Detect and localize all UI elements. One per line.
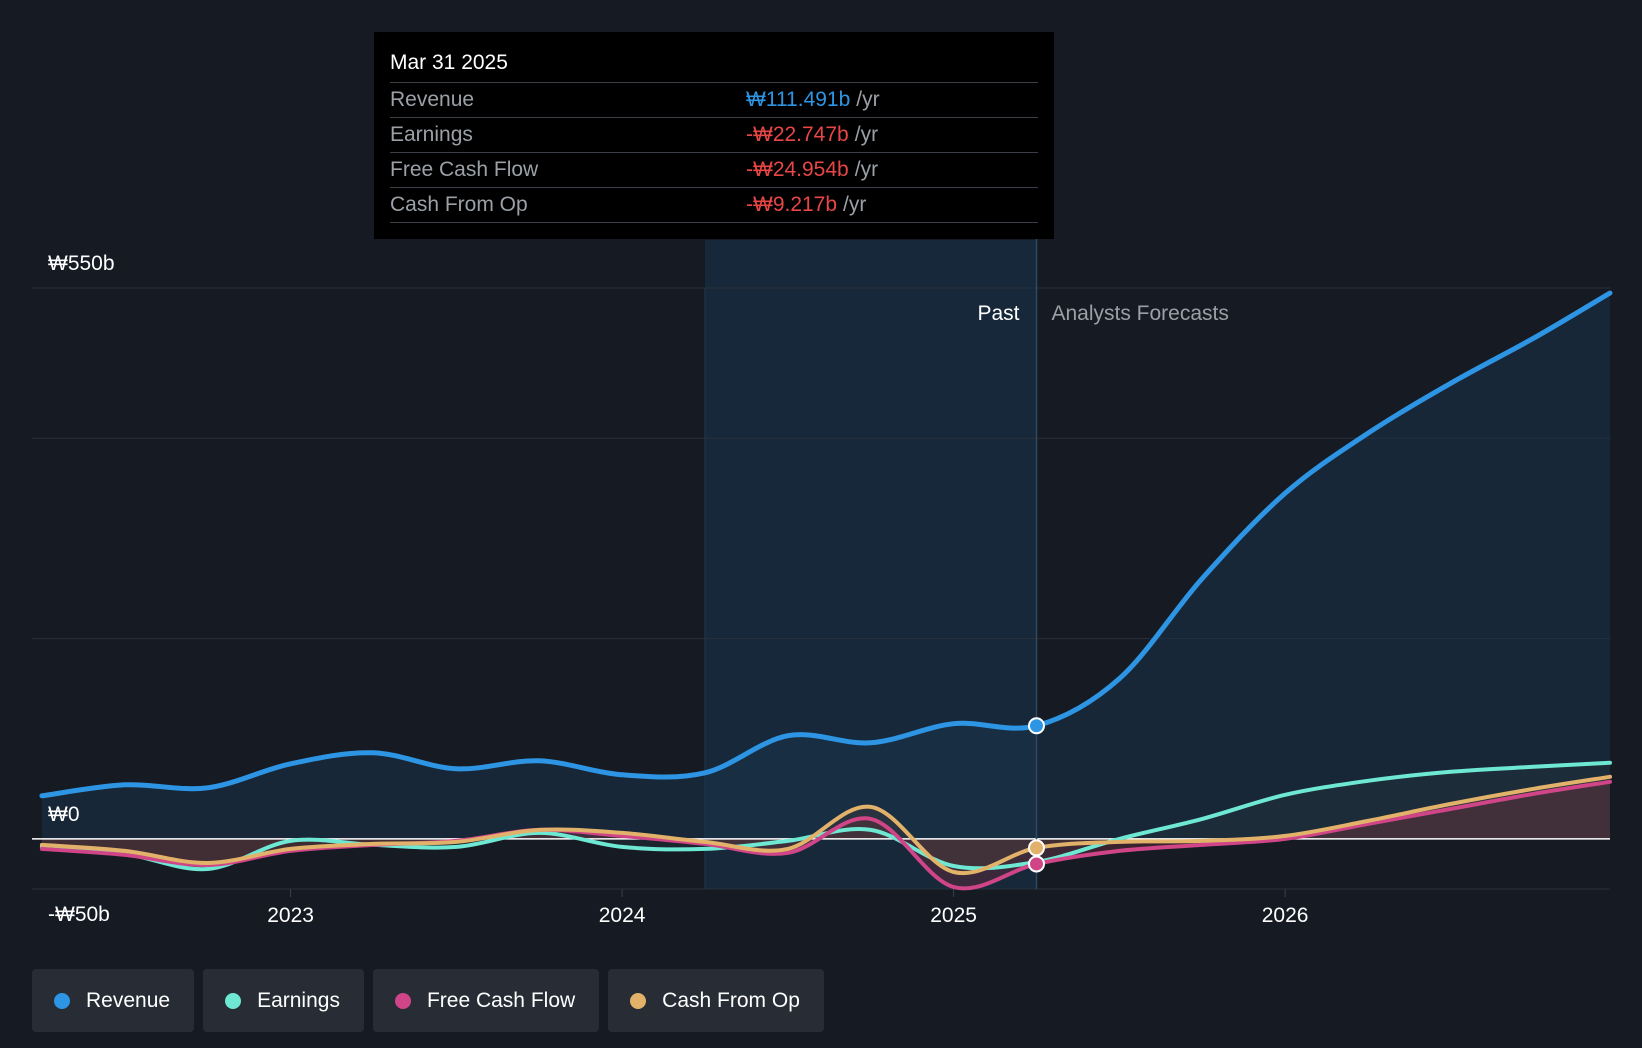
tooltip-label: Revenue [390, 88, 475, 111]
legend-dot-icon [394, 992, 411, 1009]
hover-markers [1027, 717, 1045, 873]
tooltip-row-earnings: Earnings -₩22.747b /yr [390, 117, 1038, 152]
line-revenue [39, 290, 1613, 799]
legend-item-free-cash-flow[interactable]: Free Cash Flow [372, 969, 600, 1032]
tooltip-value: -₩9.217b [746, 193, 838, 216]
legend-item-cash-from-op[interactable]: Cash From Op [608, 969, 824, 1032]
y-tick-label: ₩0 [48, 803, 80, 826]
legend-item-revenue[interactable]: Revenue [32, 969, 195, 1032]
tooltip-value: ₩111.491b [746, 88, 851, 111]
tooltip-row-revenue: Revenue ₩111.491b /yr [390, 82, 1038, 117]
forecast-label: Analysts Forecasts [1051, 302, 1228, 325]
y-tick-label: ₩550b [48, 252, 115, 275]
y-tick-label: -₩50b [48, 903, 110, 926]
legend-label: Revenue [86, 988, 171, 1012]
y-axis-labels: ₩550b ₩0 -₩50b [48, 252, 115, 926]
tooltip-date: Mar 31 2025 [390, 51, 508, 74]
legend-label: Cash From Op [662, 988, 800, 1012]
legend: Revenue Earnings Free Cash Flow Cash Fro… [32, 969, 824, 1032]
tooltip-row-cash-from-op: Cash From Op -₩9.217b /yr [390, 187, 1038, 223]
x-tick-label: 2025 [930, 904, 977, 927]
tooltip-unit: /yr [843, 193, 867, 216]
tooltip: Mar 31 2025 Revenue ₩111.491b /yr Earnin… [374, 32, 1054, 239]
tooltip-label: Cash From Op [390, 193, 528, 216]
tooltip-label: Earnings [390, 123, 473, 146]
legend-item-earnings[interactable]: Earnings [203, 969, 364, 1032]
x-tick-label: 2024 [599, 904, 646, 927]
tooltip-label: Free Cash Flow [390, 158, 539, 181]
marker-cash-from-op [1027, 839, 1045, 857]
series-lines [39, 290, 1613, 891]
tooltip-unit: /yr [856, 88, 880, 111]
chart-canvas: Past Analysts Forecasts ₩550b ₩0 -₩50b 202… [32, 238, 1613, 927]
area-revenue [41, 293, 1610, 839]
legend-dot-icon [54, 992, 70, 1009]
tooltip-value: -₩24.954b [746, 158, 849, 181]
marker-free-cash-flow [1027, 855, 1045, 873]
legend-label: Free Cash Flow [426, 988, 576, 1012]
tooltip-value: -₩22.747b [746, 123, 849, 146]
tooltip-unit: /yr [854, 158, 879, 181]
marker-revenue [1027, 717, 1045, 735]
legend-dot-icon [630, 992, 647, 1009]
x-tick-label: 2026 [1262, 904, 1309, 927]
line-cash-from-op [39, 774, 1612, 876]
tooltip-row-free-cash-flow: Free Cash Flow -₩24.954b /yr [390, 152, 1038, 187]
x-tick-label: 2023 [267, 904, 314, 927]
past-label: Past [977, 302, 1019, 325]
gridlines [32, 287, 1610, 890]
legend-label: Earnings [257, 988, 340, 1012]
x-axis-labels: 2023 2024 2025 2026 [267, 889, 1308, 927]
tooltip-unit: /yr [854, 123, 879, 146]
legend-dot-icon [225, 992, 242, 1009]
